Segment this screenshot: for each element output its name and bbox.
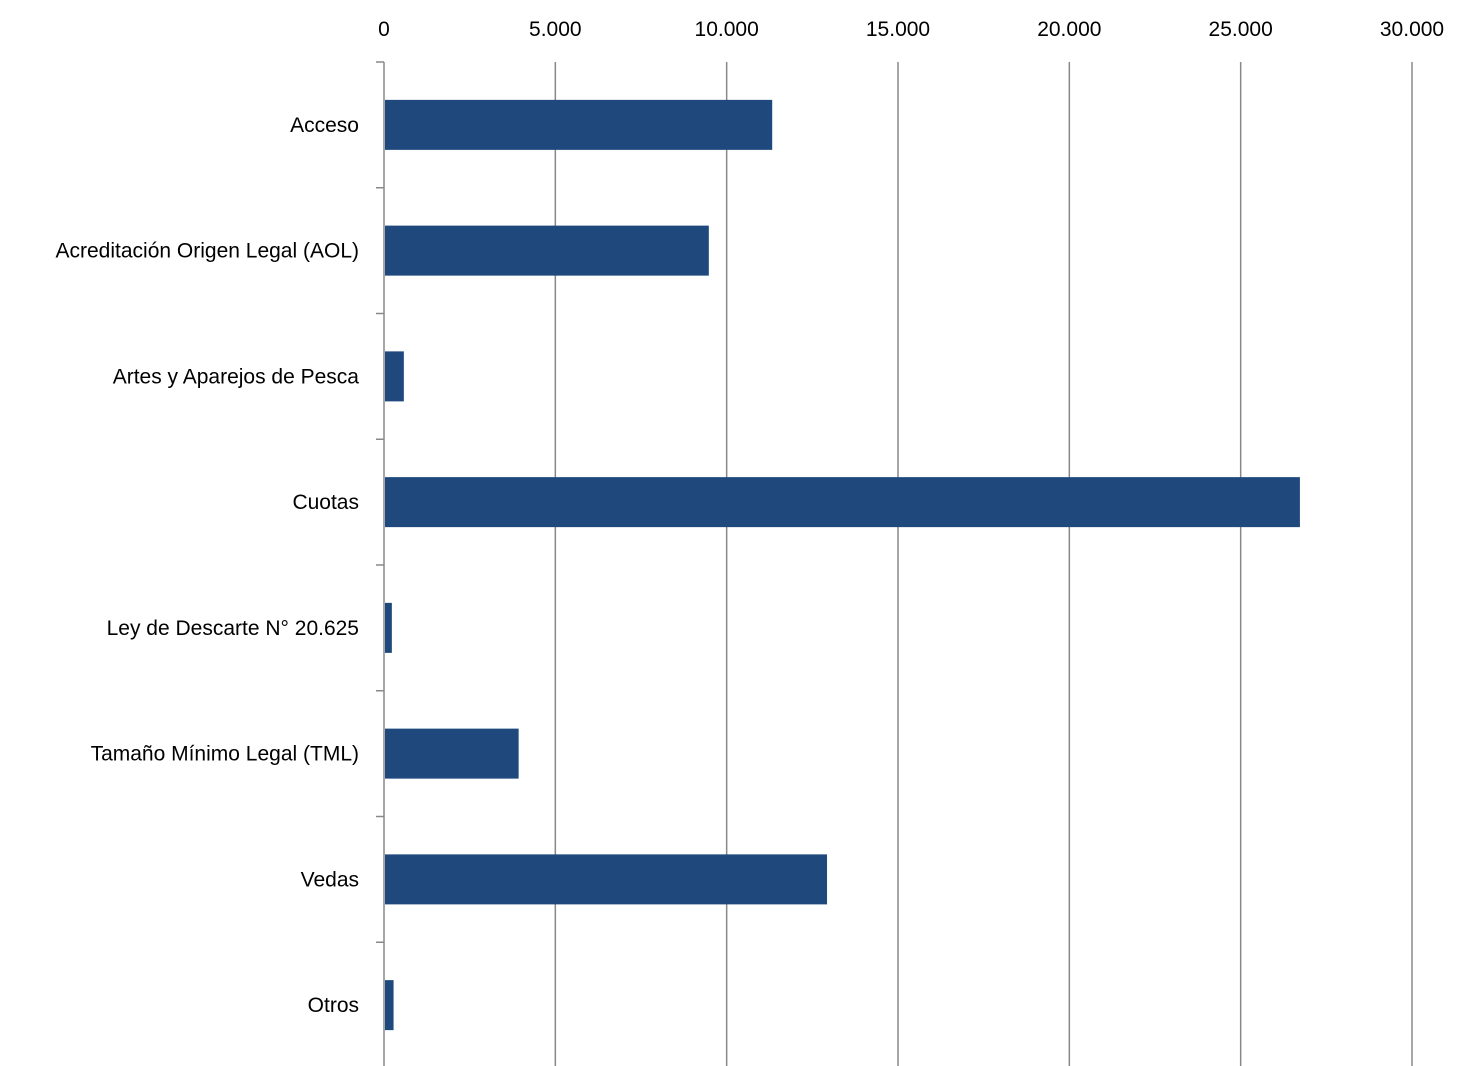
- x-tick-label: 15.000: [866, 18, 930, 41]
- bar-2: [385, 225, 709, 276]
- bar-7: [385, 854, 828, 905]
- bar-6: [385, 728, 519, 779]
- x-tick-label: 25.000: [1209, 18, 1273, 41]
- category-labels: Acceso Acreditación Origen Legal (AOL) Art…: [56, 114, 360, 1017]
- grid-lines: [554, 62, 1413, 1066]
- bar-8: [385, 980, 394, 1031]
- bar-1: [385, 99, 773, 150]
- category-axis: [376, 61, 385, 1066]
- bars: [385, 99, 1300, 1031]
- x-tick-label: 30.000: [1380, 18, 1444, 41]
- category-label: Cuotas: [292, 491, 359, 514]
- category-label: Tamaño Mínimo Legal (TML): [91, 743, 359, 766]
- bar-5: [385, 602, 392, 653]
- x-tick-label: 5.000: [529, 18, 582, 41]
- x-axis-tick-labels: 0 5.000 10.000 15.000 20.000 25.000 30.000: [378, 18, 1444, 41]
- category-label: Ley de Descarte N° 20.625: [107, 617, 359, 640]
- x-tick-label: 10.000: [695, 18, 759, 41]
- x-tick-label: 20.000: [1037, 18, 1101, 41]
- bar-3: [385, 351, 404, 402]
- bar-4: [385, 477, 1300, 528]
- x-tick-label: 0: [378, 18, 390, 41]
- category-label: Otros: [308, 994, 359, 1017]
- category-label: Vedas: [301, 868, 359, 891]
- category-label: Artes y Aparejos de Pesca: [113, 365, 360, 388]
- category-label: Acceso: [290, 114, 359, 137]
- category-label: Acreditación Origen Legal (AOL): [56, 240, 360, 263]
